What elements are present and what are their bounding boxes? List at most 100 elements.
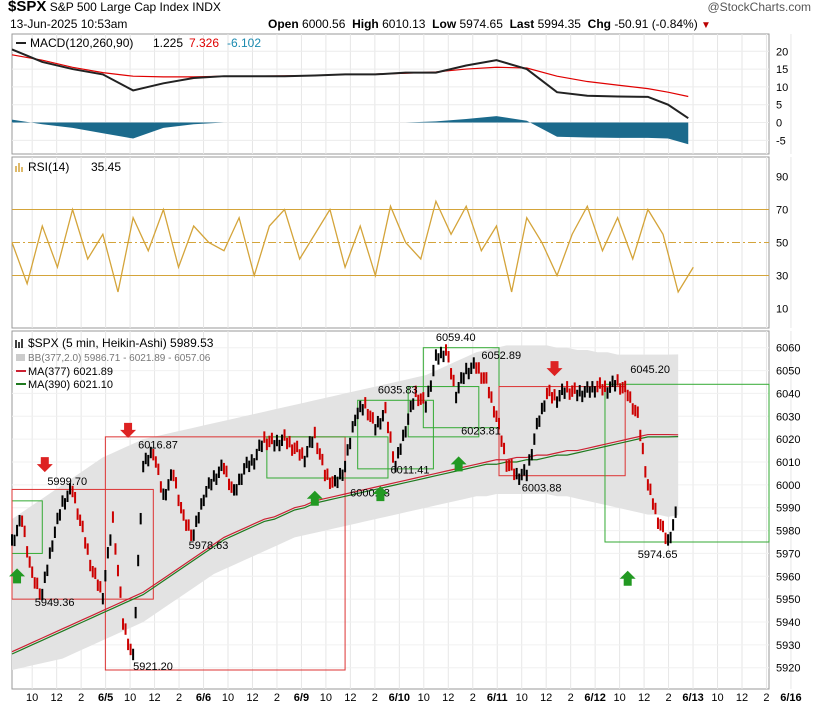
price-annotation: 6059.40: [436, 332, 476, 344]
rsi-y-tick: 50: [776, 238, 788, 250]
sell-arrow-icon: [546, 361, 563, 377]
macd-y-tick: 10: [776, 82, 788, 94]
rsi-legend-swatch: [15, 163, 23, 172]
x-tick-label: 6/16: [780, 692, 801, 704]
ma390-legend-text: MA(390) 6021.10: [28, 379, 113, 391]
x-tick-label: 2: [372, 692, 378, 704]
x-tick-label: 12: [736, 692, 748, 704]
x-tick-label: 10: [418, 692, 430, 704]
buy-arrow-icon: [450, 456, 467, 472]
x-tick-label: 12: [51, 692, 63, 704]
price-y-tick: 5970: [776, 548, 800, 560]
price-legend-swatch: [15, 339, 23, 348]
price-y-tick: 5950: [776, 594, 800, 606]
range-box: [604, 383, 770, 543]
x-tick-label: 6/5: [98, 692, 113, 704]
price-layer: 5999.705949.366016.875921.205978.636000.…: [9, 332, 770, 673]
buy-arrow-icon: [372, 486, 389, 502]
open-label: Open: [268, 17, 299, 31]
macd-panel-frame: [11, 33, 770, 155]
macd-legend-name: MACD(120,260,90): [30, 36, 133, 50]
x-tick-labels: 10 12 2 6/5 10 12 2 6/6 10 12 2 6/9 10 12 2 6/10 10 12 2 6/…: [26, 692, 802, 704]
price-y-tick: 5920: [776, 663, 800, 675]
macd-legend: MACD(120,260,90) 1.225 7.326 -6.102: [16, 36, 261, 50]
watermark: @StockCharts.com: [707, 0, 811, 14]
x-tick-label: 10: [711, 692, 723, 704]
buy-arrow-icon: [9, 568, 26, 584]
ma377-line: [11, 433, 679, 653]
sell-arrow-icon: [36, 457, 53, 473]
ma390-line: [11, 436, 679, 655]
rsi-y-tick: 90: [776, 172, 788, 184]
macd-legend-macd: 1.225: [153, 36, 183, 50]
macd-y-tick: 5: [776, 100, 782, 112]
symbol-label: $SPX: [8, 0, 47, 15]
chart-header: $SPX S&P 500 Large Cap Index INDX: [8, 0, 221, 14]
x-tick-label: 6/6: [196, 692, 211, 704]
price-y-tick: 6030: [776, 411, 800, 423]
chg-label: Chg: [587, 17, 611, 31]
rsi-legend-name: RSI(14): [28, 160, 69, 174]
price-annotation: 6045.20: [630, 364, 670, 376]
last-label: Last: [509, 17, 535, 31]
price-annotation: 5974.65: [638, 549, 678, 561]
x-tick-label: 6/9: [294, 692, 309, 704]
x-tick-label: 10: [516, 692, 528, 704]
price-y-tick: 6040: [776, 388, 800, 400]
x-tick-label: 2: [78, 692, 84, 704]
price-y-tick: 6060: [776, 343, 800, 355]
range-box: [104, 436, 346, 671]
last-value: 5994.35: [537, 17, 581, 31]
macd-line: [11, 48, 689, 120]
x-tick-label: 2: [274, 692, 280, 704]
price-y-tick: 6010: [776, 457, 800, 469]
high-value: 6010.13: [382, 17, 426, 31]
y-tick-labels: 20151050-5907050301060606050604060306020…: [776, 46, 800, 674]
x-tick-label: 10: [613, 692, 625, 704]
x-tick-label: 12: [442, 692, 454, 704]
price-y-tick: 5940: [776, 617, 800, 629]
rsi-y-tick: 10: [776, 304, 788, 316]
x-tick-label: 6/11: [487, 692, 508, 704]
price-annotation: 5978.63: [189, 540, 229, 552]
low-label: Low: [432, 17, 457, 31]
x-tick-label: 10: [26, 692, 38, 704]
price-annotation: 6003.88: [522, 483, 562, 495]
price-annotation: 6016.87: [138, 439, 178, 451]
x-tick-label: 2: [763, 692, 769, 704]
sell-arrow-icon: [120, 422, 137, 438]
macd-legend-hist: -6.102: [227, 36, 261, 50]
x-tick-label: 2: [568, 692, 574, 704]
price-y-tick: 6050: [776, 366, 800, 378]
price-y-tick: 5980: [776, 526, 800, 538]
buy-arrow-icon: [619, 570, 636, 586]
macd-y-tick: -5: [776, 135, 786, 147]
x-tick-label: 12: [638, 692, 650, 704]
price-legend-text: $SPX (5 min, Heikin-Ashi) 5989.53: [28, 336, 214, 350]
macd-legend-signal: 7.326: [189, 36, 219, 50]
rsi-layer: [11, 199, 769, 294]
low-value: 5974.65: [459, 17, 503, 31]
x-tick-label: 6/10: [389, 692, 410, 704]
price-annotation: 6023.81: [461, 426, 501, 438]
x-tick-label: 10: [222, 692, 234, 704]
price-annotation: 5921.20: [133, 661, 173, 673]
chg-value: -50.91 (-0.84%): [614, 17, 698, 31]
x-tick-label: 2: [176, 692, 182, 704]
price-y-tick: 5930: [776, 640, 800, 652]
ma377-legend-text: MA(377) 6021.89: [28, 366, 113, 378]
range-box: [407, 386, 480, 438]
rsi-legend-value: 35.45: [91, 160, 121, 174]
rsi-legend: RSI(14) 35.45: [15, 160, 121, 174]
price-legend: $SPX (5 min, Heikin-Ashi) 5989.53 BB(377…: [15, 336, 214, 391]
date-label: 13-Jun-2025 10:53am: [10, 17, 128, 31]
price-annotation: 6052.89: [481, 350, 521, 362]
x-tick-label: 12: [540, 692, 552, 704]
price-annotation: 5999.70: [47, 476, 87, 488]
exchange-label: INDX: [192, 0, 221, 14]
rsi-line: [11, 199, 694, 294]
price-annotation: 6011.41: [391, 464, 430, 476]
ohlc-strip: Open 6000.56 High 6010.13 Low 5974.65 La…: [268, 17, 711, 33]
macd-y-tick: 0: [776, 118, 782, 130]
